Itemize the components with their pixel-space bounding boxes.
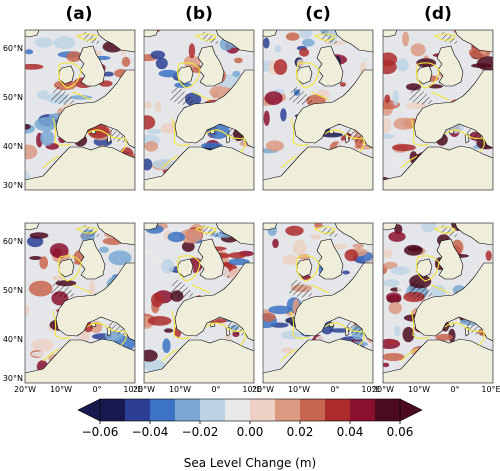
lon-label-col4-1: 10°W	[408, 385, 430, 394]
colorbar-swatch-3	[175, 399, 201, 421]
lat-label-row1-0: 60°N	[3, 44, 23, 53]
colorbar-swatch-4	[200, 399, 226, 421]
panel-label-c: (c)	[305, 4, 331, 24]
lon-label-col1-1: 10°W	[50, 385, 72, 394]
lat-label-row2-3: 30°N	[3, 374, 23, 383]
colorbar-tick-5: 0.04	[337, 425, 364, 439]
map-panel-2-c	[262, 222, 374, 384]
lon-label-col3-3: 10°E	[361, 385, 380, 394]
lon-label-col4-3: 10°E	[481, 385, 500, 394]
map-panel-1-d	[382, 29, 494, 191]
colorbar-tick-1: −0.04	[132, 425, 169, 439]
colorbar-tick-3: 0.00	[237, 425, 264, 439]
colorbar-tick-0: −0.06	[82, 425, 119, 439]
lon-label-col3-0: 20°W	[252, 385, 274, 394]
lon-label-col3-2: 0°	[330, 385, 339, 394]
lon-label-col4-0: 20°W	[372, 385, 394, 394]
panel-label-a: (a)	[65, 4, 92, 24]
map-panel-2-a	[24, 222, 136, 384]
lon-label-col1-3: 10°E	[123, 385, 142, 394]
map-panel-2-b	[143, 222, 255, 384]
lon-label-col2-1: 10°W	[169, 385, 191, 394]
lat-label-row1-3: 30°N	[3, 181, 23, 190]
colorbar-swatch-11	[375, 399, 401, 421]
colorbar-swatch-1	[125, 399, 151, 421]
lat-label-row2-1: 50°N	[3, 286, 23, 295]
lon-label-col3-1: 10°W	[288, 385, 310, 394]
panel-label-d: (d)	[424, 4, 452, 24]
colorbar-swatch-7	[275, 399, 301, 421]
colorbar-swatch-5	[225, 399, 251, 421]
lon-label-col2-3: 10°E	[242, 385, 261, 394]
colorbar-tick-2: −0.02	[182, 425, 219, 439]
lat-label-row1-1: 50°N	[3, 93, 23, 102]
colorbar-tick-6: 0.06	[387, 425, 414, 439]
colorbar-swatch-6	[250, 399, 276, 421]
colorbar-extend-high	[399, 398, 423, 422]
colorbar: −0.06 −0.04 −0.02 0.00 0.02 0.04 0.06 Sea Leve…	[77, 398, 423, 470]
map-panel-1-a	[24, 29, 136, 191]
colorbar-extend-low	[77, 398, 101, 422]
colorbar-swatch-2	[150, 399, 176, 421]
lat-label-row2-0: 60°N	[3, 237, 23, 246]
lon-label-col4-2: 0°	[450, 385, 459, 394]
colorbar-swatch-9	[325, 399, 351, 421]
colorbar-tick-4: 0.02	[287, 425, 314, 439]
map-panel-1-b	[143, 29, 255, 191]
colorbar-title: Sea Level Change (m)	[184, 456, 316, 470]
map-panel-1-c	[262, 29, 374, 191]
colorbar-swatch-8	[300, 399, 326, 421]
lon-label-col1-0: 20°W	[14, 385, 36, 394]
lon-label-col1-2: 0°	[92, 385, 101, 394]
panel-label-b: (b)	[185, 4, 213, 24]
lat-label-row2-2: 40°N	[3, 335, 23, 344]
colorbar-swatch-10	[350, 399, 376, 421]
lon-label-col2-2: 0°	[211, 385, 220, 394]
lon-label-col2-0: 20°W	[133, 385, 155, 394]
lat-label-row1-2: 40°N	[3, 142, 23, 151]
colorbar-swatch-0	[100, 399, 126, 421]
map-panel-2-d	[382, 222, 494, 384]
